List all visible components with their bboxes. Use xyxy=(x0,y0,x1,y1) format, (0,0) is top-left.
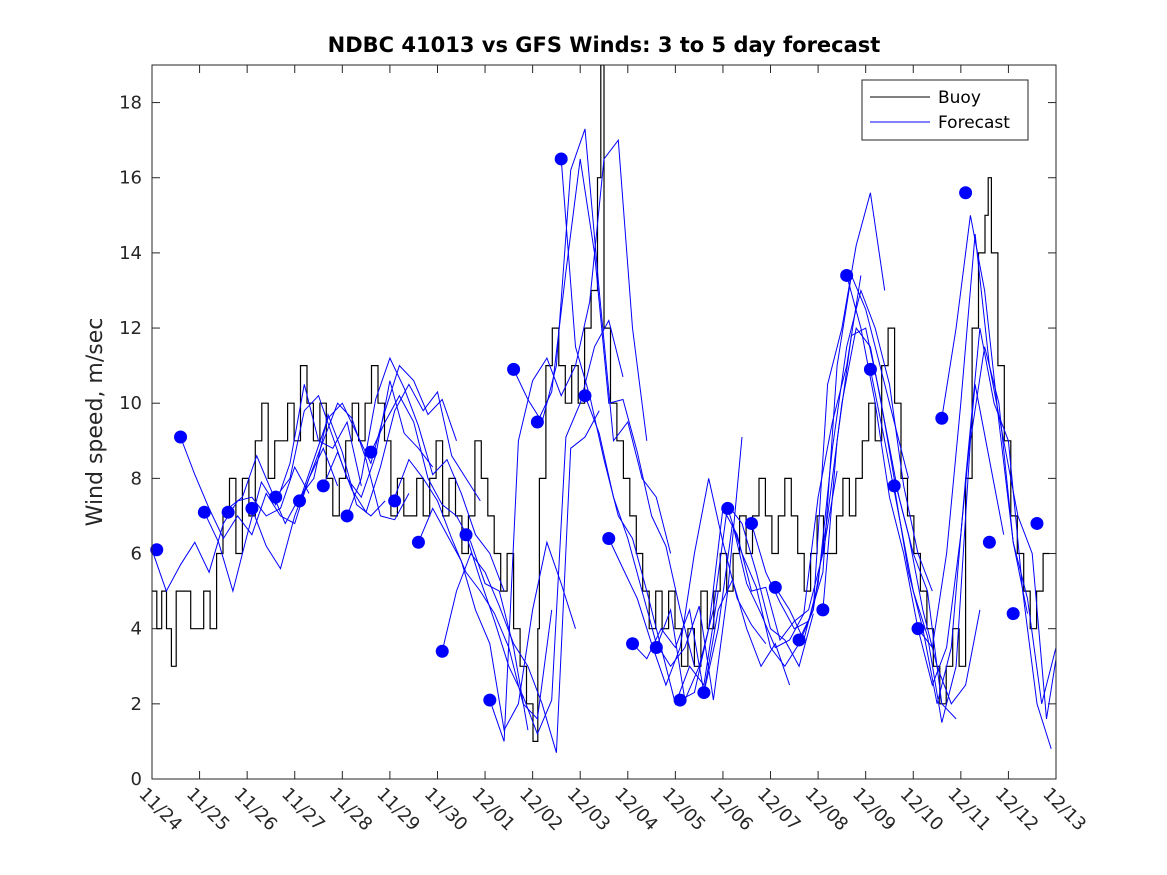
forecast-marker-point xyxy=(721,501,735,515)
y-tick-label: 8 xyxy=(131,468,142,489)
forecast-marker-point xyxy=(245,501,259,515)
forecast-marker-point xyxy=(649,640,663,654)
forecast-marker-point xyxy=(411,535,425,549)
forecast-marker-point xyxy=(602,531,616,545)
chart-title: NDBC 41013 vs GFS Winds: 3 to 5 day fore… xyxy=(328,33,881,57)
forecast-series-line xyxy=(489,138,648,742)
series-layer xyxy=(152,65,1056,753)
forecast-marker-point xyxy=(816,603,830,617)
y-tick-labels: 0 2 4 6 8 10 12 14 16 18 xyxy=(119,93,142,790)
forecast-marker-point xyxy=(316,479,330,493)
forecast-series-line xyxy=(679,470,838,701)
forecast-marker-point xyxy=(435,644,449,658)
forecast-marker-point xyxy=(935,411,949,425)
forecast-marker-point xyxy=(792,633,806,647)
forecast-series-line xyxy=(727,192,886,668)
forecast-marker-point xyxy=(768,580,782,594)
forecast-marker-point xyxy=(959,186,973,200)
forecast-series-line xyxy=(822,327,981,705)
forecast-marker-point xyxy=(269,490,283,504)
forecast-series-line xyxy=(370,394,529,731)
axes-box xyxy=(151,64,1057,780)
forecast-series-line xyxy=(394,458,553,721)
forecast-marker-point xyxy=(1030,516,1044,530)
forecast-marker-point xyxy=(483,693,497,707)
forecast-marker-point xyxy=(530,415,544,429)
legend-buoy-label: Buoy xyxy=(938,88,981,108)
forecast-marker-point xyxy=(174,430,188,444)
forecast-marker-point xyxy=(982,535,996,549)
y-tick-label: 16 xyxy=(119,168,142,189)
y-tick-label: 14 xyxy=(119,243,142,264)
forecast-marker-point xyxy=(673,693,687,707)
forecast-series-line xyxy=(703,275,862,693)
forecast-marker-point xyxy=(911,622,925,636)
forecast-marker-point xyxy=(887,479,901,493)
forecast-marker-point xyxy=(197,505,211,519)
forecast-marker-point xyxy=(863,362,877,376)
forecast-marker-point xyxy=(150,543,164,557)
forecast-marker-point xyxy=(292,494,306,508)
forecast-series-line xyxy=(346,356,505,592)
forecast-series-line xyxy=(227,412,386,525)
buoy-series-line xyxy=(152,65,1050,742)
y-axis-label: Wind speed, m/sec xyxy=(83,318,108,527)
forecast-series-line xyxy=(465,319,624,736)
forecast-marker-point xyxy=(697,686,711,700)
forecast-marker-point xyxy=(1006,607,1020,621)
y-tick-label: 6 xyxy=(131,544,142,565)
forecast-marker-point xyxy=(459,528,473,542)
forecast-series-line xyxy=(275,380,434,499)
legend: Buoy Forecast xyxy=(861,79,1029,141)
forecast-marker-point xyxy=(221,505,235,519)
y-tick-label: 4 xyxy=(131,619,142,640)
forecast-marker-point xyxy=(507,362,521,376)
forecast-series-line xyxy=(584,395,743,701)
forecast-series-line xyxy=(941,215,1056,704)
forecast-series-line xyxy=(536,158,695,667)
forecast-marker-point xyxy=(744,516,758,530)
forecast-series-line xyxy=(632,578,791,693)
y-tick-label: 2 xyxy=(131,694,142,715)
forecast-series-line xyxy=(251,402,410,570)
y-tick-label: 10 xyxy=(119,393,142,414)
forecast-marker-point xyxy=(364,445,378,459)
forecast-marker-point xyxy=(388,494,402,508)
y-tick-label: 12 xyxy=(119,318,142,339)
forecast-series-line xyxy=(893,328,1052,750)
forecast-series-line xyxy=(322,383,481,514)
forecast-marker-point xyxy=(554,152,568,166)
legend-box xyxy=(861,79,1029,141)
forecast-series-line xyxy=(441,410,600,753)
forecast-marker-point xyxy=(578,389,592,403)
legend-forecast-label: Forecast xyxy=(938,113,1010,133)
forecast-series-line xyxy=(417,507,576,732)
forecast-marker-point xyxy=(626,637,640,651)
forecast-marker-point xyxy=(840,268,854,282)
y-tick-label: 0 xyxy=(131,769,142,790)
forecast-series-line xyxy=(560,158,719,706)
y-tick-label: 18 xyxy=(119,93,142,114)
forecast-marker-point xyxy=(340,509,354,523)
forecast-markers xyxy=(150,152,1044,707)
forecast-series-line xyxy=(655,503,814,702)
